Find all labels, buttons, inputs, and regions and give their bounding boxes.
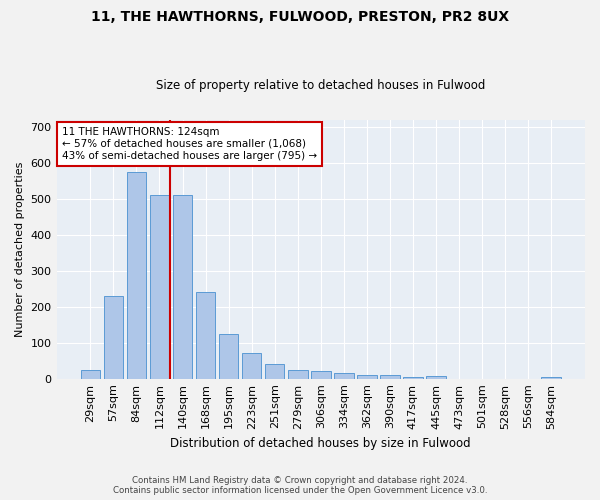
X-axis label: Distribution of detached houses by size in Fulwood: Distribution of detached houses by size … — [170, 437, 471, 450]
Text: Contains HM Land Registry data © Crown copyright and database right 2024.
Contai: Contains HM Land Registry data © Crown c… — [113, 476, 487, 495]
Bar — [288, 370, 308, 378]
Bar — [334, 374, 353, 378]
Bar — [357, 375, 377, 378]
Bar — [380, 375, 400, 378]
Bar — [242, 354, 262, 378]
Bar — [80, 370, 100, 378]
Y-axis label: Number of detached properties: Number of detached properties — [15, 162, 25, 337]
Bar — [541, 377, 561, 378]
Bar — [104, 296, 123, 378]
Bar — [173, 195, 193, 378]
Bar — [403, 377, 423, 378]
Text: 11, THE HAWTHORNS, FULWOOD, PRESTON, PR2 8UX: 11, THE HAWTHORNS, FULWOOD, PRESTON, PR2… — [91, 10, 509, 24]
Text: 11 THE HAWTHORNS: 124sqm
← 57% of detached houses are smaller (1,068)
43% of sem: 11 THE HAWTHORNS: 124sqm ← 57% of detach… — [62, 128, 317, 160]
Bar — [127, 172, 146, 378]
Bar — [265, 364, 284, 378]
Bar — [196, 292, 215, 378]
Bar — [149, 195, 169, 378]
Bar — [311, 372, 331, 378]
Bar — [426, 376, 446, 378]
Bar — [219, 334, 238, 378]
Title: Size of property relative to detached houses in Fulwood: Size of property relative to detached ho… — [156, 79, 485, 92]
